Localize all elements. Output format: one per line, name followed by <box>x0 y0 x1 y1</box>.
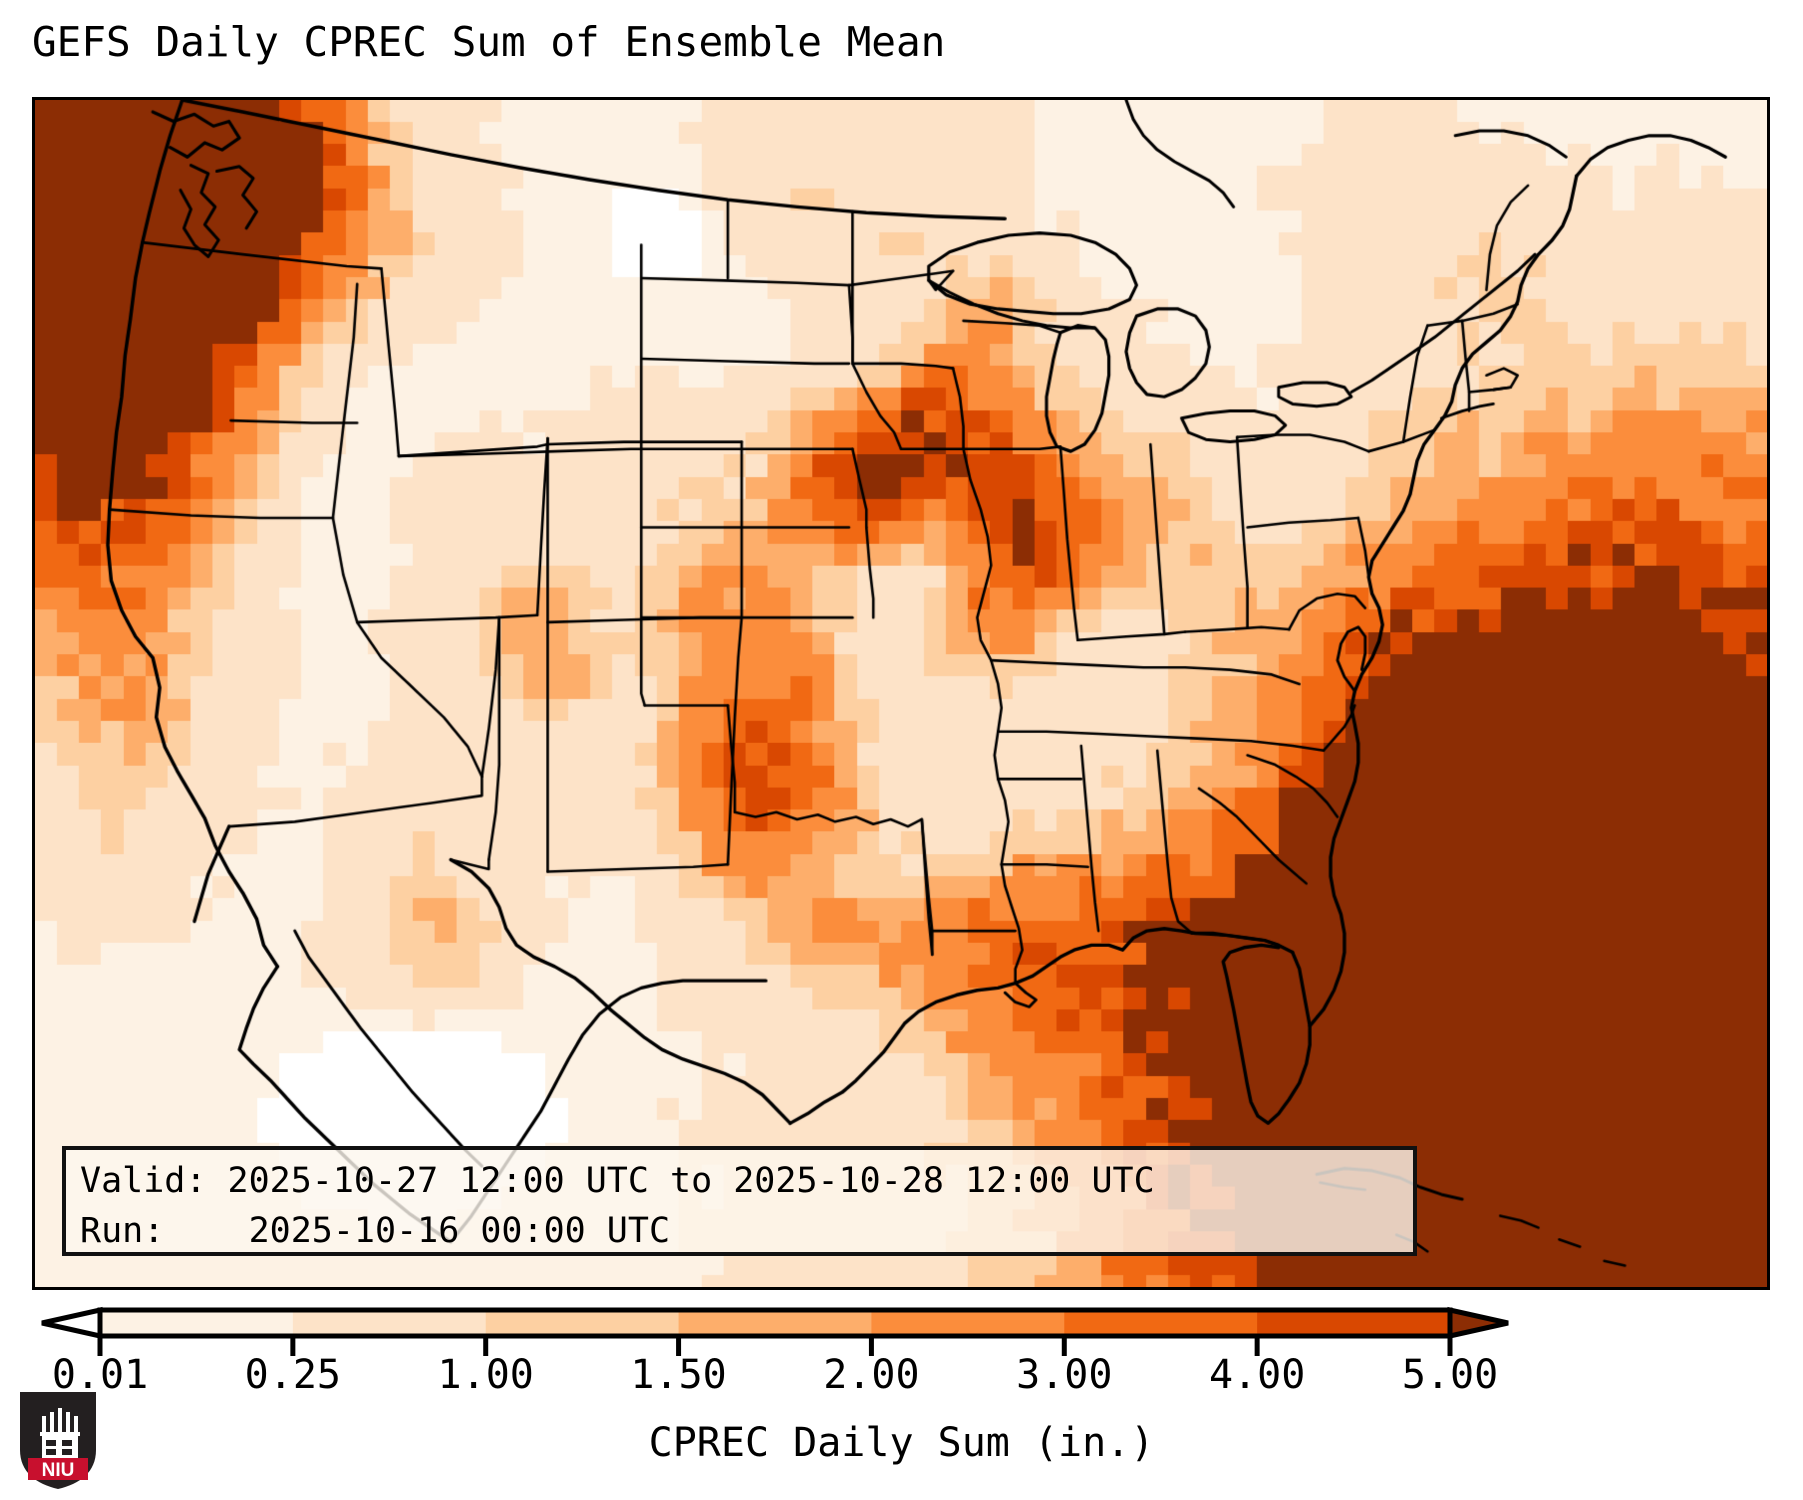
colorbar-tick-label: 1.00 <box>437 1352 534 1398</box>
precipitation-heatmap <box>35 100 1767 1287</box>
colorbar-tick-label: 0.01 <box>51 1352 149 1398</box>
colorbar-tick-label: 1.50 <box>630 1352 727 1398</box>
forecast-info-box: Valid: 2025-10-27 12:00 UTC to 2025-10-2… <box>62 1146 1417 1256</box>
colorbar-tick-labels: 0.01 0.25 1.00 1.50 2.00 3.00 4.00 5.00 <box>0 1352 1803 1412</box>
svg-text:NIU: NIU <box>42 1460 75 1481</box>
colorbar-ticks <box>97 1338 1453 1356</box>
map-panel <box>32 97 1770 1290</box>
colorbar-tick-label: 2.00 <box>823 1352 920 1398</box>
page-title: GEFS Daily CPREC Sum of Ensemble Mean <box>32 18 946 66</box>
colorbar-tick-label: 5.00 <box>1401 1352 1499 1398</box>
niu-logo: NIU <box>20 1392 96 1489</box>
colorbar-axis-label: CPREC Daily Sum (in.) <box>648 1420 1155 1466</box>
colorbar-tick-label: 0.25 <box>244 1352 342 1398</box>
valid-time-line: Valid: 2025-10-27 12:00 UTC to 2025-10-2… <box>80 1161 1155 1201</box>
colorbar <box>0 1296 1803 1366</box>
colorbar-segments <box>41 1306 1509 1340</box>
run-time-line: Run: 2025-10-16 00:00 UTC <box>80 1211 671 1251</box>
colorbar-tick-label: 3.00 <box>1016 1352 1113 1398</box>
colorbar-svg <box>41 1306 1509 1356</box>
colorbar-tick-label: 4.00 <box>1208 1352 1306 1398</box>
